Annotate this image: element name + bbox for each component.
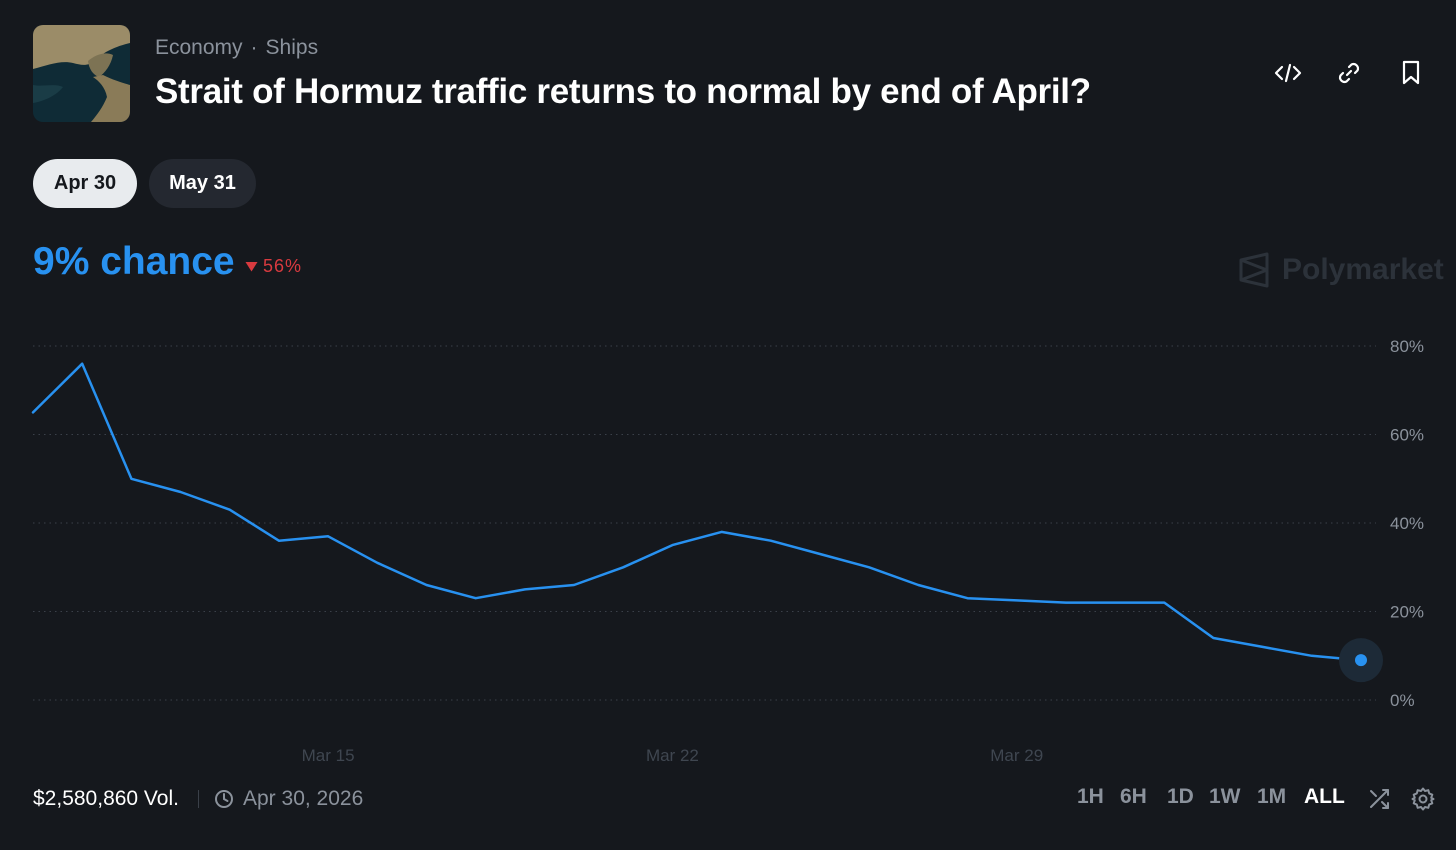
- category-link[interactable]: Economy: [155, 36, 243, 59]
- y-tick-label: 0%: [1390, 691, 1415, 710]
- y-tick-label: 80%: [1390, 337, 1424, 356]
- range-1h[interactable]: 1H: [1077, 785, 1104, 808]
- end-date: Apr 30, 2026: [214, 787, 363, 811]
- y-tick-label: 40%: [1390, 514, 1424, 533]
- embed-code-icon[interactable]: [1273, 58, 1303, 88]
- watermark-text: Polymarket: [1282, 253, 1444, 286]
- market-thumbnail: [33, 25, 130, 122]
- x-tick-label: Mar 22: [646, 746, 699, 765]
- market-title: Strait of Hormuz traffic returns to norm…: [155, 72, 1091, 111]
- y-tick-label: 20%: [1390, 603, 1424, 622]
- link-icon[interactable]: [1334, 58, 1364, 88]
- settings-gear-icon[interactable]: [1410, 786, 1436, 812]
- y-tick-label: 60%: [1390, 426, 1424, 445]
- range-1w[interactable]: 1W: [1209, 785, 1241, 808]
- range-1m[interactable]: 1M: [1257, 785, 1287, 808]
- price-chart: 0% 20% 40% 60% 80% Mar 15 Mar 22 Mar 29: [31, 337, 1424, 765]
- shuffle-icon[interactable]: [1366, 786, 1392, 812]
- volume-label: $2,580,860 Vol.: [33, 787, 179, 810]
- x-tick-label: Mar 15: [302, 746, 355, 765]
- breadcrumb: Economy · Ships: [155, 36, 318, 60]
- end-date-text: Apr 30, 2026: [243, 787, 364, 810]
- change-indicator: 56%: [245, 256, 302, 277]
- range-1d[interactable]: 1D: [1167, 785, 1194, 808]
- tab-may-31[interactable]: May 31: [149, 159, 256, 208]
- series-line: [31, 362, 1363, 662]
- down-triangle-icon: [245, 262, 258, 272]
- x-tick-label: Mar 29: [990, 746, 1043, 765]
- footer-divider: [198, 790, 199, 808]
- range-6h[interactable]: 6H: [1120, 785, 1147, 808]
- tab-apr-30[interactable]: Apr 30: [33, 159, 137, 208]
- clock-icon: [215, 790, 233, 808]
- current-point: [1355, 654, 1367, 667]
- polymarket-watermark: Polymarket: [1238, 252, 1444, 288]
- polymarket-logo-icon: [1239, 252, 1269, 288]
- bookmark-icon[interactable]: [1396, 58, 1426, 88]
- chance-value: 9% chance: [33, 240, 235, 283]
- change-value: 56%: [263, 256, 303, 276]
- category-link[interactable]: Ships: [265, 36, 319, 59]
- range-all[interactable]: ALL: [1304, 785, 1345, 808]
- breadcrumb-separator: ·: [250, 36, 258, 59]
